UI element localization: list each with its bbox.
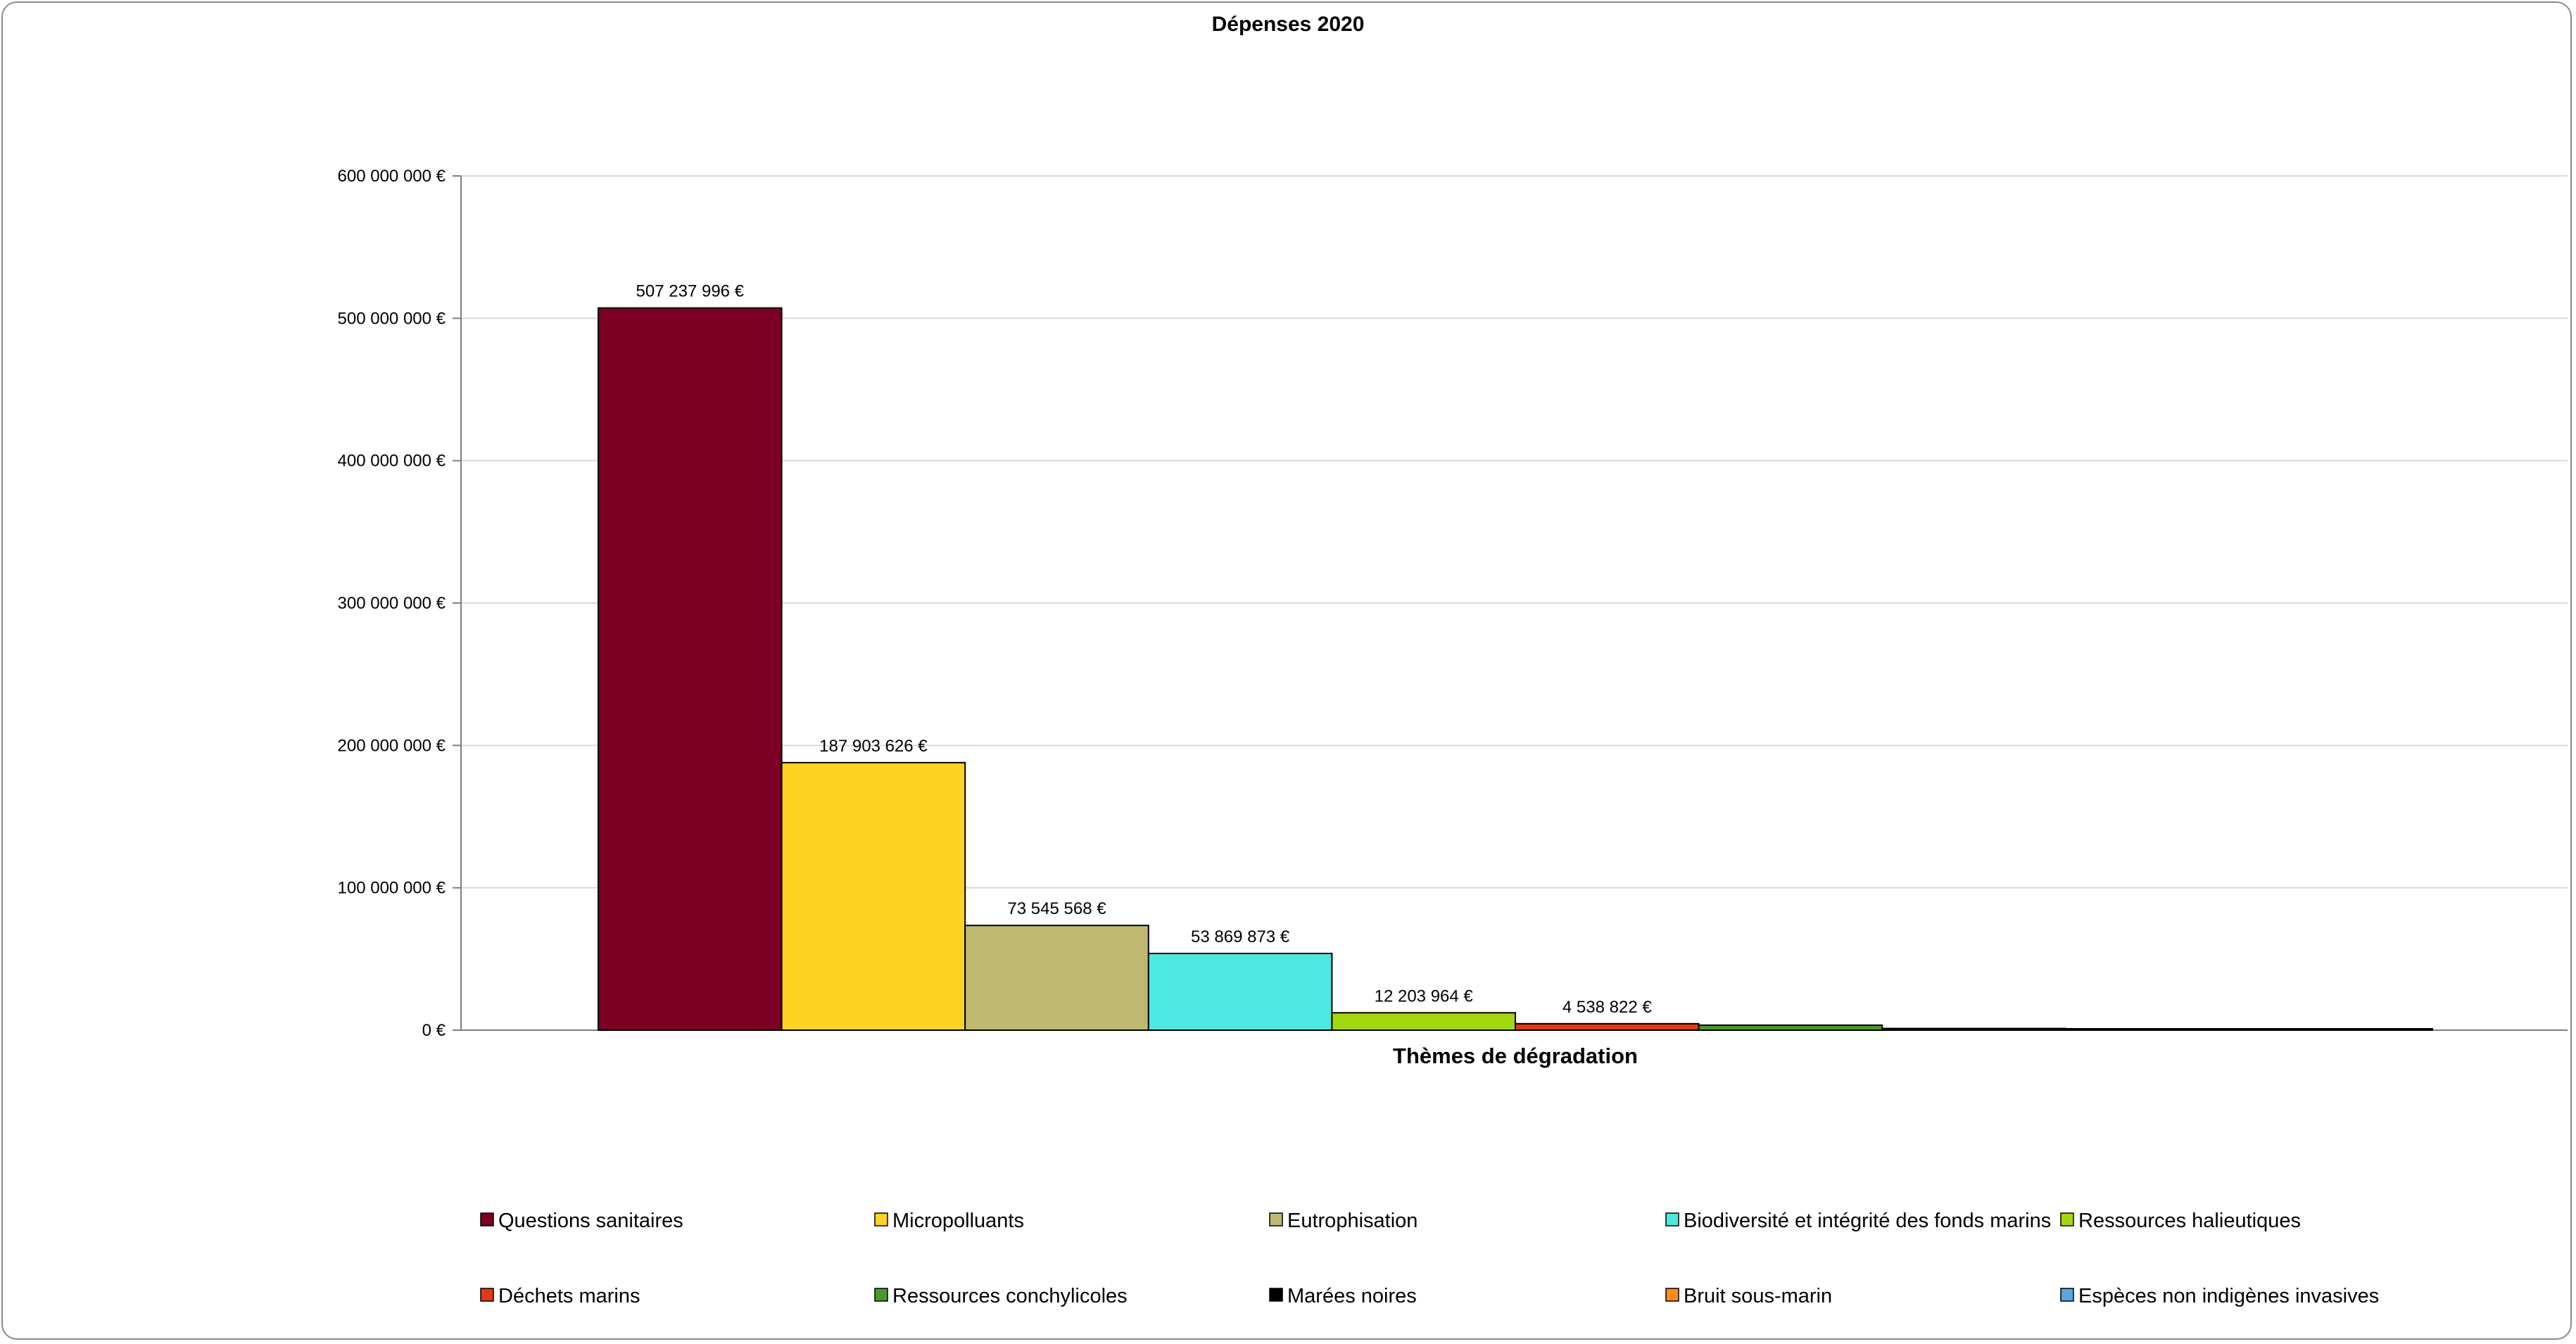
legend-swatch-9 — [1665, 1288, 1679, 1302]
bar-5 — [1331, 1012, 1517, 1032]
bar-2 — [781, 761, 966, 1032]
bar-7 — [1698, 1024, 1883, 1032]
y-tick-label: 200 000 000 € — [338, 736, 446, 755]
legend-item-5: Ressources halieutiques — [2078, 1210, 2301, 1232]
y-tick-label: 300 000 000 € — [338, 594, 446, 613]
chart-title: Dépenses 2020 — [1212, 13, 1365, 36]
bar-8 — [1881, 1027, 2066, 1032]
legend-swatch-4 — [1665, 1212, 1679, 1226]
bar-10 — [2248, 1028, 2433, 1031]
legend-item-8: Marées noires — [1287, 1285, 1417, 1307]
legend-swatch-1 — [480, 1212, 494, 1226]
bar-3 — [964, 925, 1149, 1031]
legend-swatch-5 — [2060, 1212, 2074, 1226]
data-label-3: 73 545 568 € — [1007, 899, 1106, 918]
legend-item-6: Déchets marins — [498, 1285, 640, 1307]
bar-1 — [598, 307, 783, 1031]
axes: 0 € 100 000 000 € 200 000 000 € 300 000 000… — [338, 167, 2568, 1040]
x-axis-label: Thèmes de dégradation — [1393, 1044, 1638, 1068]
data-label-2: 187 903 626 € — [819, 737, 928, 756]
legend-item-4: Biodiversité et intégrité des fonds mari… — [1684, 1210, 2051, 1232]
legend: Questions sanitaires Micropolluants Eutrop… — [480, 1210, 2379, 1307]
bar-6 — [1515, 1022, 1700, 1031]
y-tick-label: 0 € — [422, 1021, 446, 1040]
legend-item-1: Questions sanitaires — [498, 1210, 683, 1232]
bar-9 — [2064, 1028, 2250, 1031]
data-label-4: 53 869 873 € — [1191, 927, 1290, 946]
y-tick-label: 500 000 000 € — [338, 309, 446, 328]
data-label-6: 4 538 822 € — [1562, 998, 1652, 1017]
y-tick-label: 600 000 000 € — [338, 167, 446, 186]
y-tick-label: 100 000 000 € — [338, 879, 446, 898]
legend-swatch-3 — [1269, 1212, 1283, 1226]
legend-item-3: Eutrophisation — [1287, 1210, 1418, 1232]
y-tick-label: 400 000 000 € — [338, 452, 446, 471]
legend-swatch-10 — [2060, 1288, 2074, 1302]
legend-item-7: Ressources conchylicoles — [892, 1285, 1128, 1307]
legend-item-2: Micropolluants — [892, 1210, 1024, 1232]
data-label-5: 12 203 964 € — [1375, 987, 1474, 1006]
legend-item-9: Bruit sous-marin — [1684, 1285, 1832, 1307]
data-labels: 507 237 996 € 187 903 626 € 73 545 568 € 53… — [636, 282, 1653, 1017]
legend-swatch-7 — [874, 1288, 888, 1302]
data-label-1: 507 237 996 € — [636, 282, 745, 301]
legend-swatch-8 — [1269, 1288, 1283, 1302]
legend-swatch-6 — [480, 1288, 494, 1302]
legend-swatch-2 — [874, 1212, 888, 1226]
bars — [598, 307, 2433, 1032]
legend-item-10: Espèces non indigènes invasives — [2078, 1285, 2379, 1307]
bar-4 — [1147, 953, 1333, 1032]
